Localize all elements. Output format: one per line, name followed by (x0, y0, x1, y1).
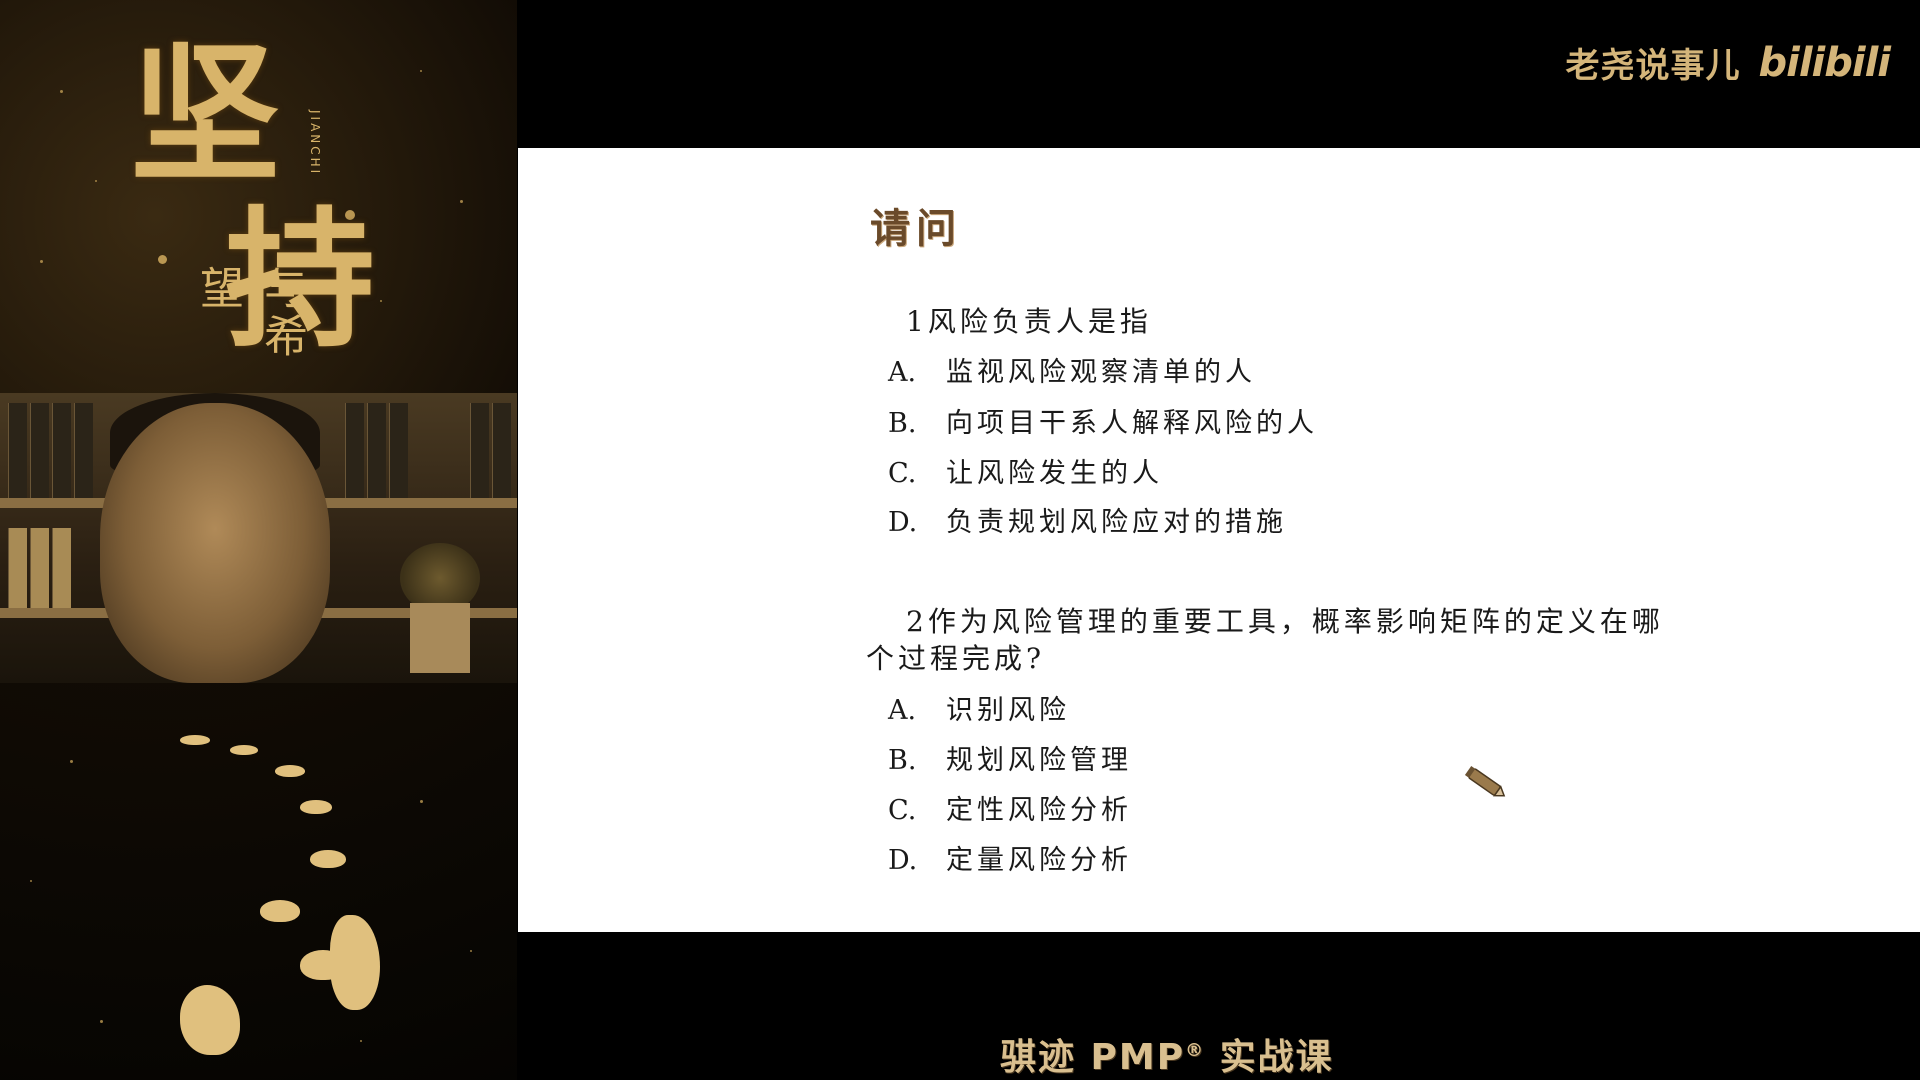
poster-subtitle: 与希望 (185, 265, 313, 370)
poster-panel: 坚 持 与希望 JIANCHI (0, 0, 517, 1080)
person-face (100, 403, 330, 683)
channel-brand: 老尧说事儿 bilibili (1565, 38, 1890, 87)
question-1-option-b: B. 向项目干系人解释风险的人 (888, 401, 1318, 440)
question-1-option-a: A. 监视风险观察清单的人 (888, 350, 1256, 389)
poster-title: 坚 持 与希望 JIANCHI (130, 30, 370, 370)
webcam-feed (0, 393, 517, 683)
question-1-option-c: C. 让风险发生的人 (888, 451, 1163, 490)
poster-pinyin: JIANCHI (308, 110, 322, 176)
question-2-line-2: 个过程完成? (866, 637, 1045, 677)
footprints-decoration (140, 730, 390, 1060)
course-caption: 骐迹 PMP® 实战课 (1000, 1028, 1334, 1080)
question-1: 1风险负责人是指 (906, 300, 1152, 340)
slide-heading: 请问 (870, 196, 962, 254)
question-2-option-d: D. 定量风险分析 (888, 838, 1132, 877)
plant-pot (410, 603, 470, 673)
poster-title-char-1: 坚 (130, 40, 280, 190)
question-2-line-1: 2作为风险管理的重要工具，概率影响矩阵的定义在哪 (906, 600, 1664, 640)
pen-pointer-icon (1460, 763, 1510, 803)
question-2-option-b: B. 规划风险管理 (888, 738, 1132, 777)
question-2-option-a: A. 识别风险 (888, 688, 1070, 727)
question-2-option-c: C. 定性风险分析 (888, 788, 1132, 827)
bilibili-logo: bilibili (1758, 40, 1890, 86)
question-1-option-d: D. 负责规划风险应对的措施 (888, 500, 1287, 539)
presentation-slide: 请问 1风险负责人是指 A. 监视风险观察清单的人 B. 向项目干系人解释风险的人 … (518, 148, 1920, 932)
channel-author: 老尧说事儿 (1565, 38, 1740, 87)
